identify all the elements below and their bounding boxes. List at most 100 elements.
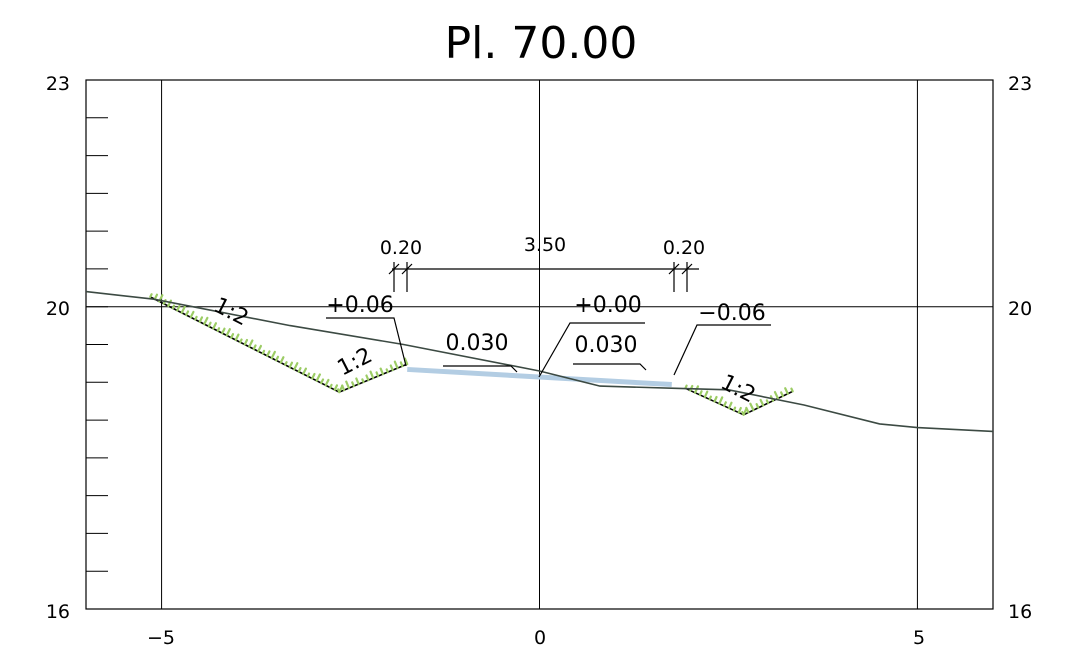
- grass-tuft: [389, 364, 394, 372]
- grass-tuft: [203, 316, 209, 326]
- grass-tuft: [234, 333, 240, 342]
- grass-tuft: [324, 378, 330, 387]
- grass-tuft: [189, 310, 195, 319]
- grass-tuft: [297, 367, 302, 373]
- grass-tuft: [306, 372, 311, 378]
- grass-tuft: [239, 338, 243, 344]
- grass-tuft: [266, 350, 271, 357]
- grass-tuft: [708, 395, 712, 401]
- y-label-right-bottom: 16: [1008, 601, 1032, 623]
- grass-tuft: [718, 396, 724, 405]
- grass-tuft: [257, 344, 263, 353]
- grass-tuft: [403, 357, 409, 366]
- grass-tuft: [385, 368, 389, 374]
- grass-tuft: [355, 377, 360, 386]
- grass-tuft: [336, 388, 341, 394]
- x-label-5: 5: [913, 627, 925, 649]
- y-label-right-mid: 20: [1008, 298, 1032, 320]
- grass-tuft: [379, 367, 385, 376]
- grass-tuft: [279, 356, 285, 364]
- grass-tuft: [784, 387, 789, 395]
- grass-tuft: [171, 304, 176, 310]
- grass-tuft: [713, 395, 718, 403]
- grass-tuft: [180, 305, 186, 314]
- grass-tuft: [741, 410, 745, 416]
- grid-lines: [86, 80, 993, 609]
- grass-tuft: [341, 384, 346, 392]
- x-label-0: 0: [534, 627, 546, 649]
- elevation-leaders: [326, 317, 771, 378]
- grass-tuft: [773, 390, 780, 400]
- grass-tuft: [153, 293, 159, 301]
- grass-tuft: [333, 384, 339, 391]
- grass-tuft: [698, 390, 703, 397]
- grass-tuft: [221, 327, 226, 335]
- y-label-left-mid: 20: [46, 298, 70, 320]
- grass-tuft: [361, 378, 365, 384]
- grade-arrows: [443, 363, 647, 373]
- grass-tuft: [252, 344, 257, 351]
- grass-tuft: [732, 406, 737, 412]
- drawing-title: Pl. 70.00: [445, 18, 638, 69]
- grass-tuft: [790, 387, 794, 393]
- grass-tuft: [176, 304, 181, 312]
- grass-tuft: [329, 383, 333, 389]
- grass-tufts: [149, 293, 794, 416]
- y-axis-labels: 23 20 16 23 20 16: [46, 73, 1032, 623]
- grass-tuft: [703, 390, 709, 399]
- y-minor-ticks: [86, 117, 108, 572]
- grass-tuft: [248, 339, 254, 348]
- grade-left-label: 0.030: [446, 331, 509, 356]
- elev-right-label: −0.06: [698, 301, 765, 326]
- grass-tuft: [320, 378, 325, 385]
- grass-tuft: [275, 355, 280, 362]
- y-label-left-top: 23: [46, 73, 70, 95]
- dim-left-label: 0.20: [380, 237, 422, 259]
- grass-tuft: [270, 350, 276, 360]
- grass-tuft: [212, 322, 218, 330]
- grass-tuft: [393, 360, 399, 370]
- grass-tuft: [293, 362, 299, 371]
- grass-tuft: [365, 374, 370, 382]
- grass-tuft: [737, 406, 742, 414]
- dim-right-label: 0.20: [663, 237, 705, 259]
- grass-tuft: [723, 401, 727, 408]
- slope-right-label: 1:2: [717, 370, 760, 408]
- grass-tuft: [765, 399, 770, 405]
- grass-tuft: [311, 372, 316, 380]
- y-label-right-top: 23: [1008, 73, 1032, 95]
- grass-tuft: [261, 349, 266, 355]
- grass-tuft: [167, 299, 173, 308]
- grass-tuft: [284, 361, 288, 367]
- grass-tuft: [198, 316, 204, 323]
- grass-tuft: [243, 338, 249, 346]
- ground-line: [85, 290, 994, 433]
- grass-tuft: [345, 380, 351, 390]
- grass-tuft: [759, 398, 765, 407]
- x-axis-labels: −5 0 5: [147, 627, 925, 649]
- grass-tuft: [225, 328, 231, 337]
- grass-tuft: [288, 361, 294, 369]
- grass-tuft: [745, 406, 750, 414]
- grass-tuft: [207, 321, 212, 328]
- grass-tuft: [149, 293, 153, 298]
- x-label-minus5: −5: [147, 627, 175, 649]
- grass-tuft: [216, 327, 221, 332]
- grade-right-label: 0.030: [575, 333, 638, 358]
- grass-tuft: [230, 333, 235, 339]
- dimension-lines: [388, 262, 699, 292]
- grass-tuft: [755, 403, 760, 409]
- grass-tuft: [185, 310, 190, 317]
- grass-tuft: [399, 361, 404, 368]
- slope-left-inner-label: 1:2: [334, 343, 377, 381]
- grass-tuft: [369, 370, 375, 380]
- grass-tuft: [375, 371, 380, 378]
- y-label-left-bottom: 16: [46, 601, 70, 623]
- grass-tuft: [315, 373, 321, 382]
- elev-center-label: +0.00: [574, 293, 641, 318]
- grass-tuft: [780, 391, 784, 398]
- dim-center-label: 3.50: [524, 234, 566, 256]
- grass-tuft: [727, 401, 733, 410]
